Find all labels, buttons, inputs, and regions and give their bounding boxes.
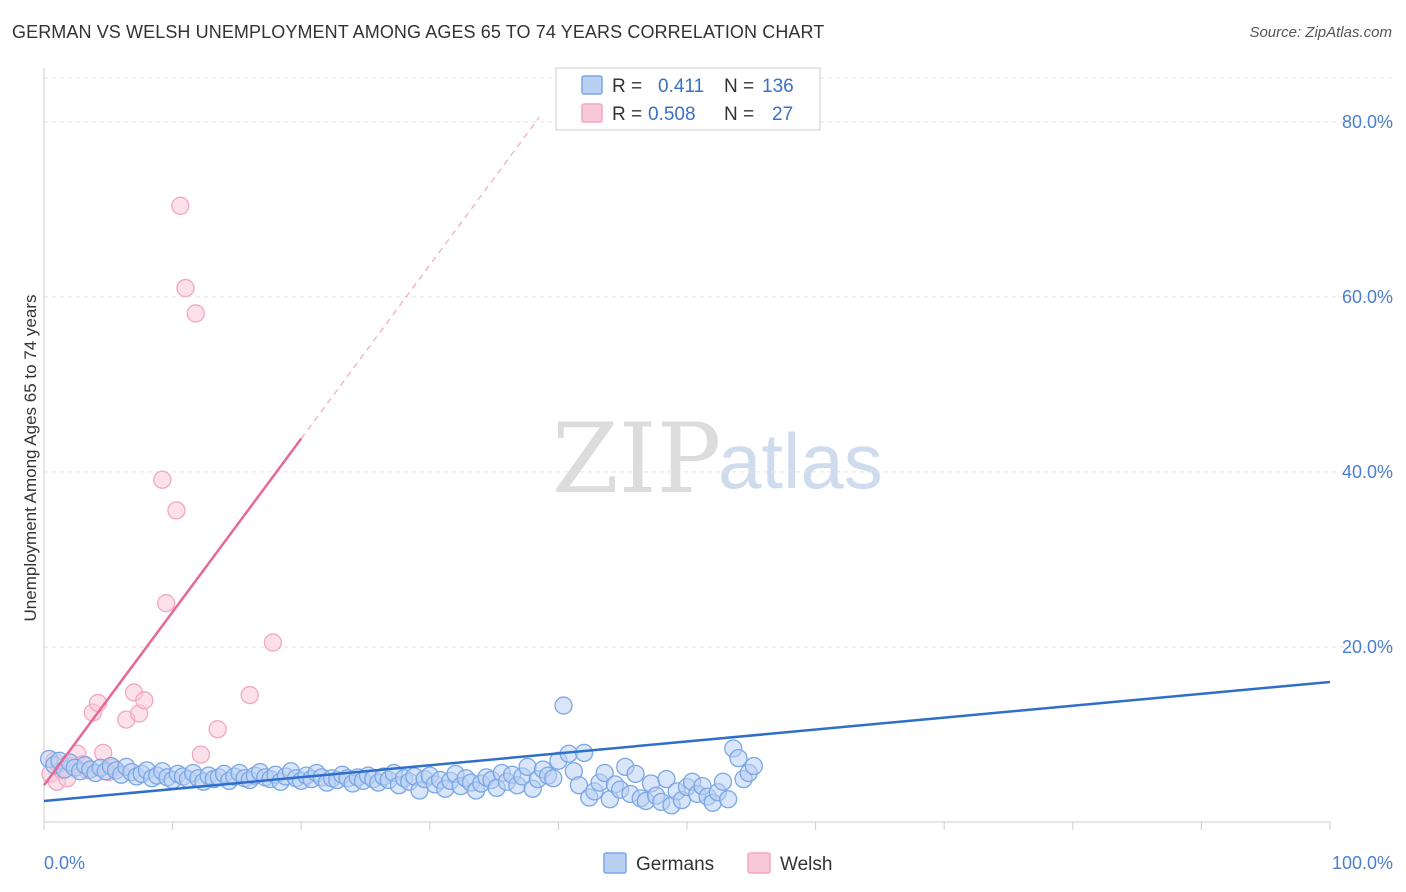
bottom-legend-welsh: Welsh bbox=[780, 854, 832, 875]
welsh-point-19 bbox=[153, 470, 172, 489]
trendlines bbox=[42, 117, 1331, 803]
y-tick-label-2: 60.0% bbox=[1342, 287, 1393, 307]
german-point-100 bbox=[554, 696, 573, 715]
german-points bbox=[39, 696, 764, 815]
welsh-point-25 bbox=[208, 720, 227, 739]
welsh-point-21 bbox=[171, 196, 190, 215]
german-point-108 bbox=[595, 763, 614, 783]
legend-n-label-germans: N = bbox=[724, 76, 754, 97]
legend-n-value-welsh: 27 bbox=[772, 104, 793, 125]
german-point-98 bbox=[544, 769, 563, 788]
german-point-131 bbox=[713, 772, 733, 791]
legend-n-label-welsh: N = bbox=[724, 104, 754, 125]
german-point-104 bbox=[574, 743, 594, 763]
x-tick-label-1: 100.0% bbox=[1332, 853, 1393, 873]
germans-trendline bbox=[43, 680, 1331, 803]
legend-r-label-germans: R = bbox=[612, 76, 642, 97]
y-tick-label-1: 40.0% bbox=[1342, 462, 1393, 482]
bottom-legend-swatch-welsh bbox=[747, 852, 771, 874]
welsh-point-26 bbox=[240, 685, 259, 705]
x-tick-label-0: 0.0% bbox=[44, 853, 85, 873]
y-axis-label: Unemployment Among Ages 65 to 74 years bbox=[21, 295, 40, 622]
welsh-point-20 bbox=[167, 501, 186, 520]
y-tick-labels: 20.0% 40.0% 60.0% 80.0% bbox=[1342, 112, 1393, 657]
axes bbox=[43, 68, 1331, 830]
welsh-point-18 bbox=[157, 594, 176, 613]
legend-swatch-germans bbox=[581, 75, 603, 95]
german-point-114 bbox=[626, 764, 645, 784]
chart-title: GERMAN VS WELSH UNEMPLOYMENT AMONG AGES … bbox=[12, 22, 825, 42]
watermark-atlas: atlas bbox=[718, 417, 883, 505]
legend-r-value-welsh: 0.508 bbox=[648, 104, 696, 125]
welsh-point-22 bbox=[176, 278, 195, 298]
y-tick-label-3: 80.0% bbox=[1342, 112, 1393, 132]
bottom-legend-germans: Germans bbox=[636, 854, 714, 875]
legend-box: R = 0.411 N = 136 R = 0.508 N = 27 bbox=[555, 67, 821, 131]
german-point-132 bbox=[719, 790, 738, 809]
legend-swatch-welsh bbox=[581, 103, 603, 123]
german-point-120 bbox=[657, 769, 676, 789]
welsh-point-23 bbox=[186, 304, 205, 323]
x-tick-labels: 0.0% 100.0% bbox=[44, 853, 1393, 873]
welsh-point-27 bbox=[263, 633, 283, 652]
legend-r-label-welsh: R = bbox=[612, 104, 642, 125]
welsh-trendline bbox=[42, 437, 303, 786]
y-tick-label-0: 20.0% bbox=[1342, 637, 1393, 657]
german-point-137 bbox=[744, 756, 764, 776]
bottom-legend-swatch-germans bbox=[603, 852, 627, 874]
welsh-trendline-extension bbox=[300, 117, 540, 439]
welsh-points bbox=[41, 196, 283, 791]
german-point-134 bbox=[729, 748, 748, 768]
welsh-point-17 bbox=[135, 691, 154, 710]
welsh-point-24 bbox=[191, 745, 211, 764]
legend-r-value-germans: 0.411 bbox=[658, 76, 704, 97]
legend-n-value-germans: 136 bbox=[762, 76, 794, 97]
german-point-103 bbox=[569, 776, 589, 795]
gridlines bbox=[44, 77, 1394, 648]
watermark-zip: ZIP bbox=[552, 403, 721, 515]
bottom-legend: Germans Welsh bbox=[603, 852, 832, 875]
source-label: Source: ZipAtlas.com bbox=[1249, 24, 1392, 41]
